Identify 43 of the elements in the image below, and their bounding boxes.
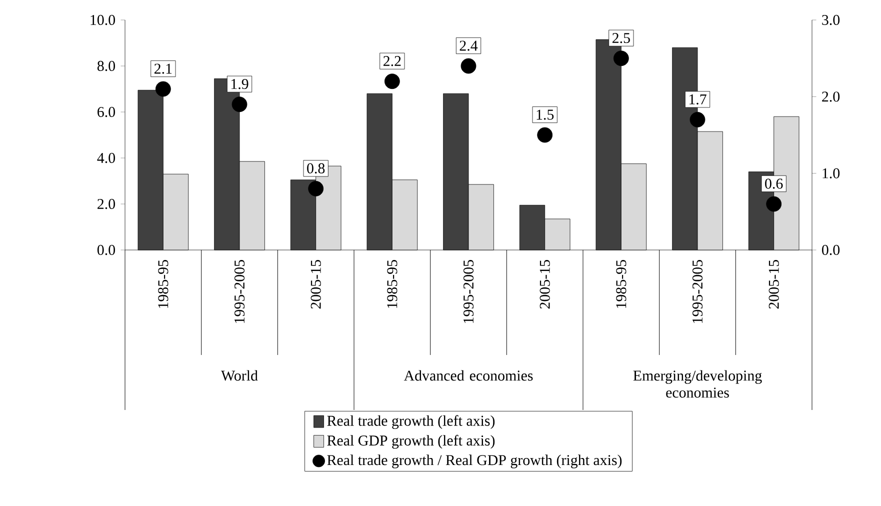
point	[460, 58, 476, 74]
y2-tick-label: 3.0	[822, 14, 840, 26]
x-tick-label: 2005-15	[540, 260, 550, 309]
data-label: 2.2	[383, 56, 401, 66]
point	[232, 96, 248, 112]
point	[384, 74, 400, 90]
y-tick-label: 6.0	[98, 106, 116, 118]
point	[308, 180, 324, 196]
x-tick-label: 2005-15	[768, 260, 779, 309]
x-tick-label: 1985-95	[387, 260, 398, 308]
y-tick-label: 10.0	[90, 14, 116, 26]
point	[766, 196, 782, 212]
data-label: 1.5	[536, 110, 554, 120]
x-tick-label: 1995-2005	[692, 260, 703, 323]
x-tick-label: 2005-15	[310, 260, 321, 309]
y2-tick-label: 1.0	[822, 168, 840, 178]
x-tick-label: 1995-2005	[234, 260, 245, 323]
y2-tick-label: 0.0	[822, 244, 840, 256]
point	[690, 112, 706, 128]
y-tick-label: 8.0	[97, 60, 116, 72]
data-label: 2.5	[612, 33, 630, 44]
data-label: 1.7	[689, 94, 706, 104]
x-tick-label: 1985-95	[158, 260, 168, 308]
data-label: 0.8	[307, 163, 325, 174]
y-tick-label: 2.0	[98, 198, 116, 210]
point	[537, 127, 553, 143]
data-label: 2.1	[154, 64, 172, 74]
legend-label: Real trade growth / Real GDP growth (right axis)	[327, 454, 622, 468]
text: Advanced economies	[404, 370, 533, 381]
y-tick-label: 0.0	[97, 244, 116, 256]
point	[155, 81, 171, 97]
data-label: 2.4	[460, 40, 478, 51]
y-tick-label: 4.0	[97, 152, 116, 164]
legend-label: Real trade growth (left axis)	[327, 415, 495, 429]
x-tick-label: 1995-2005	[463, 260, 474, 323]
data-label: 0.6	[765, 178, 783, 189]
point	[613, 50, 629, 66]
legend-label: Real GDP growth (left axis)	[327, 434, 495, 449]
x-tick-label: 1985-95	[616, 260, 626, 308]
text: World	[221, 370, 258, 381]
y2-tick-label: 2.0	[822, 92, 840, 102]
data-label: 1.9	[231, 79, 248, 90]
text: Emerging/developing economies	[633, 370, 762, 398]
